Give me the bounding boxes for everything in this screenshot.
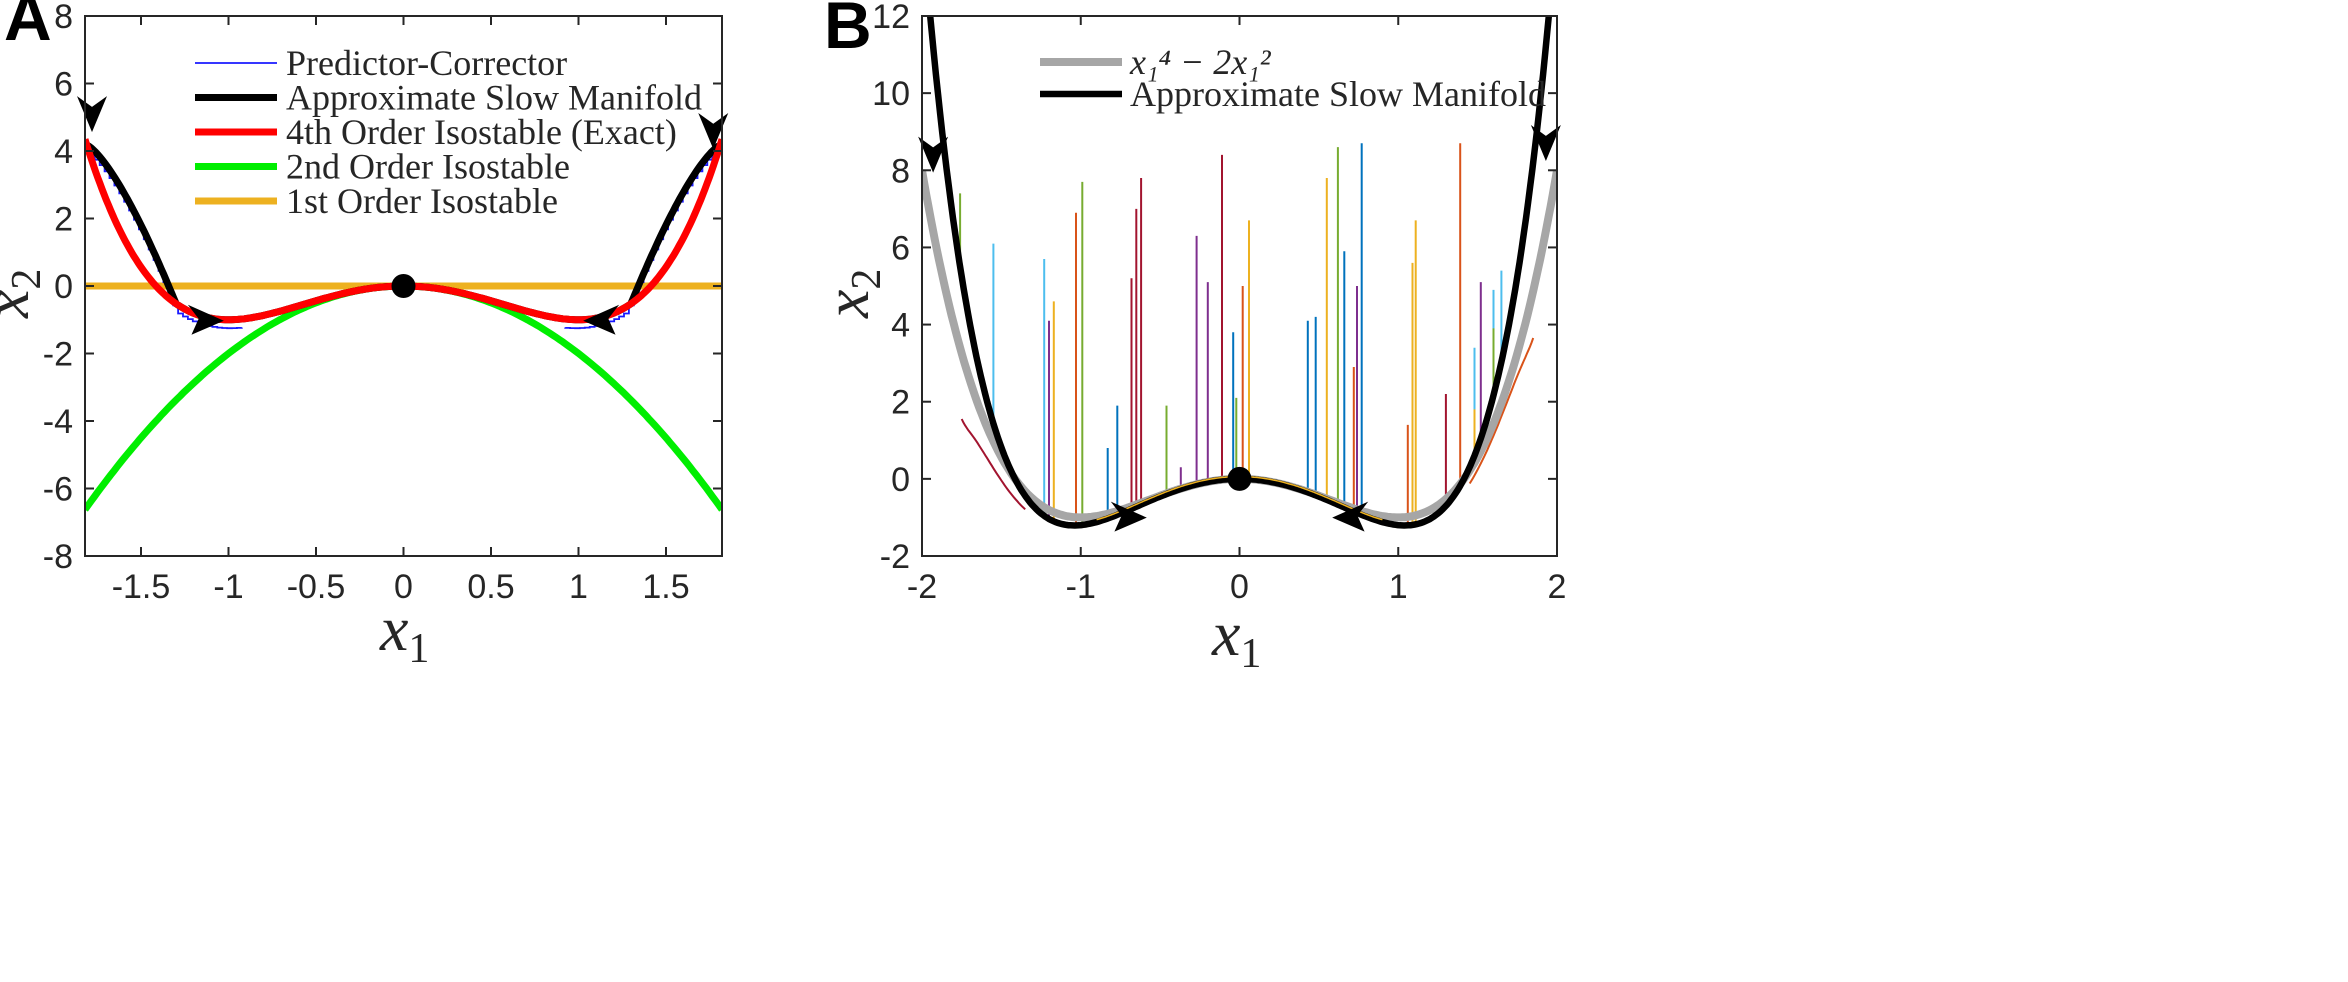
panel-a-ytick-label: -4 — [43, 403, 73, 441]
panel-b-arrow-0 — [918, 136, 949, 173]
trajectory — [1239, 220, 1250, 481]
panel-b-ytick-label: 0 — [891, 461, 910, 499]
trajectory — [1239, 286, 1244, 480]
panel-a-ticks: -1.5 -1 -0.5 0 0.5 1 1.5 -8 -6 -4 -2 0 2 4 6 8 — [43, 0, 722, 606]
panel-a-ytick-label: 8 — [54, 0, 73, 36]
series-predictor-corrector-right — [564, 151, 722, 330]
panel-a-xtick-label: -1.5 — [112, 568, 171, 606]
panel-b-xtick-label: 1 — [1389, 568, 1408, 606]
trajectory — [1130, 278, 1172, 511]
panel-b-ytick-label: 6 — [891, 229, 910, 267]
trajectory — [1275, 316, 1317, 497]
panel-a-legend-label: 1st Order Isostable — [286, 181, 558, 221]
trajectory — [1375, 220, 1417, 527]
panel-a-ytick-label: -6 — [43, 471, 73, 509]
series-predictor-corrector-left — [85, 151, 243, 330]
trajectory — [959, 193, 1033, 505]
panel-b-ytick-label: 8 — [891, 152, 910, 190]
panel-a-letter: A — [4, 0, 52, 54]
panel-b-markers — [918, 125, 1561, 532]
panel-b-letter: B — [824, 0, 872, 62]
panel-b-xtick-label: 0 — [1230, 568, 1249, 606]
panel-a-legend-label: Approximate Slow Manifold — [286, 78, 702, 118]
panel-a-xtick-label: 0.5 — [467, 568, 514, 606]
panel-a-arrow-0 — [77, 96, 107, 133]
panel-a-xtick-label: -1 — [213, 568, 243, 606]
trajectory — [1402, 347, 1476, 527]
trajectory — [1135, 208, 1177, 509]
panel-a-ylabel: x2 — [0, 269, 50, 319]
panel-b-legend-label: x₁⁴ − 2x₁² — [1129, 42, 1272, 82]
trajectory — [1267, 320, 1309, 494]
panel-a-xlabel: x1 — [379, 593, 429, 672]
trajectory — [1043, 259, 1084, 527]
panel-b-arrow-3 — [1332, 501, 1369, 532]
panel-a-ytick-label: 6 — [54, 66, 73, 104]
panel-b-fixed-point — [1227, 466, 1252, 491]
panel-b-xtick-label: -2 — [907, 568, 937, 606]
panel-a-ytick-label: 4 — [54, 133, 73, 171]
panel-b-legend-label: Approximate Slow Manifold — [1130, 74, 1546, 114]
panel-b-arrow-2 — [1110, 501, 1147, 532]
panel-b-ytick-label: 4 — [891, 307, 910, 345]
panel-a-fixed-point — [391, 274, 416, 298]
panel-b-ytick-label: 12 — [872, 0, 910, 36]
panel-b-ytick-label: 10 — [872, 75, 910, 113]
panel-b-ylabel: x2 — [811, 269, 890, 319]
trajectory — [1052, 301, 1094, 527]
panel-b-ytick-label: -2 — [880, 538, 910, 576]
trajectory — [1321, 143, 1363, 517]
panel-a-xtick-label: 0 — [394, 568, 413, 606]
panel-b-arrow-1 — [1530, 125, 1561, 162]
trajectory — [1206, 282, 1240, 484]
trajectory — [1235, 397, 1240, 480]
trajectory — [1081, 181, 1123, 527]
series-2nd-order-isostable — [85, 282, 722, 512]
panel-a-ytick-label: 0 — [54, 268, 73, 306]
panel-a-arrow-2 — [187, 304, 224, 335]
trajectory — [1313, 367, 1355, 514]
trajectory — [960, 418, 1026, 511]
trajectory — [1140, 178, 1182, 507]
panel-a-ytick-label: 2 — [54, 201, 73, 239]
trajectory — [1195, 235, 1237, 486]
panel-a-arrow-3 — [583, 304, 620, 335]
series-quartic — [922, 169, 1557, 522]
panel-a-xtick-label: 1 — [569, 568, 588, 606]
panel-b-xtick-label: -1 — [1066, 568, 1096, 606]
trajectory — [1372, 262, 1414, 527]
panel-b-xtick-label: 2 — [1548, 568, 1567, 606]
panel-a-xtick-label: -0.5 — [287, 568, 346, 606]
trajectory — [1420, 143, 1462, 525]
panel-b-ytick-label: 2 — [891, 384, 910, 422]
trajectory — [1468, 337, 1535, 485]
panel-b-xlabel: x1 — [1211, 598, 1261, 677]
panel-a-ytick-label: -8 — [43, 538, 73, 576]
panel-a-legend-label: 2nd Order Isostable — [286, 147, 570, 187]
panel-a-xtick-label: 1.5 — [642, 568, 689, 606]
trajectory — [1297, 147, 1339, 507]
panel-a-arrow-1 — [698, 112, 729, 149]
panel-a-legend-label: Predictor-Corrector — [286, 43, 567, 83]
panel-a-legend-label: 4th Order Isostable (Exact) — [286, 112, 677, 152]
panel-a-ytick-label: -2 — [43, 336, 73, 374]
